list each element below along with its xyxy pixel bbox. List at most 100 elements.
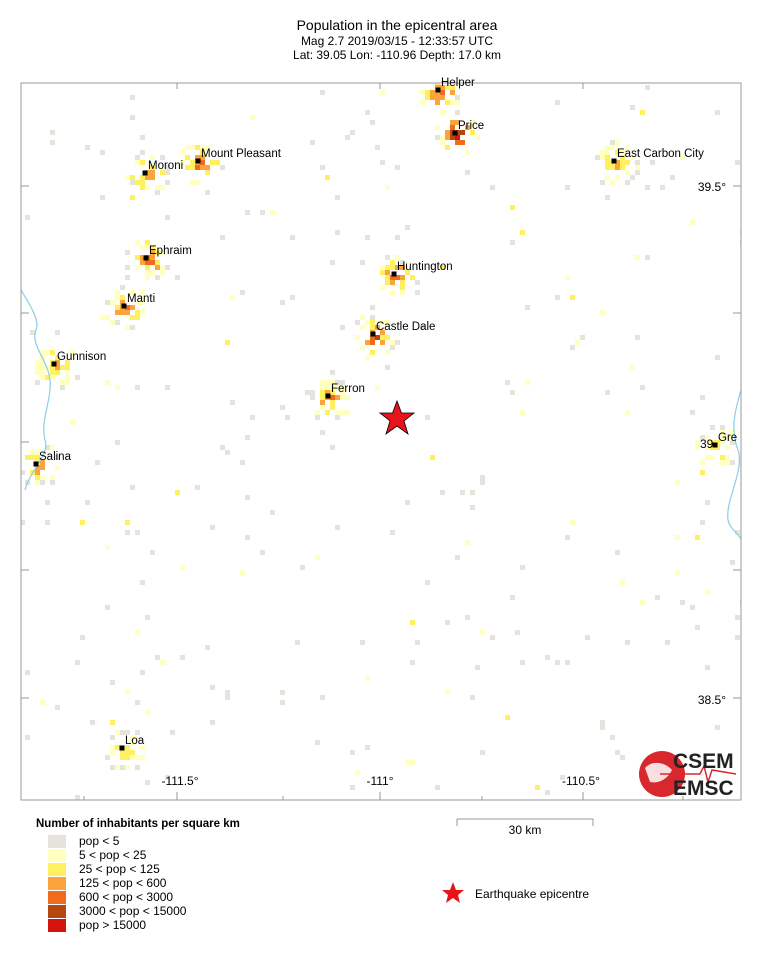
population-cell (55, 330, 60, 335)
population-cell (35, 370, 40, 375)
population-cell (455, 555, 460, 560)
population-cell (140, 755, 145, 760)
population-cell (415, 290, 420, 295)
population-cell (105, 755, 110, 760)
population-cell (615, 140, 620, 145)
population-cell (330, 385, 335, 390)
population-cell (445, 85, 450, 90)
population-cell (565, 535, 570, 540)
population-cell (615, 750, 620, 755)
legend-swatch (48, 905, 66, 918)
population-cell (600, 180, 605, 185)
population-cell (510, 205, 515, 210)
population-cell (610, 140, 615, 145)
location: Lat: 39.05 Lon: -110.96 Depth: 17.0 km (293, 48, 501, 62)
population-cell (125, 755, 130, 760)
river (21, 289, 51, 491)
population-cell (125, 275, 130, 280)
population-cell (60, 365, 65, 370)
town-label: East Carbon City (617, 148, 704, 160)
population-cell (120, 730, 125, 735)
population-cell (450, 125, 455, 130)
population-cell (55, 370, 60, 375)
population-cell (21, 470, 25, 475)
population-cell (645, 255, 650, 260)
population-cell (545, 655, 550, 660)
population-cell (50, 365, 55, 370)
population-cell (405, 760, 410, 765)
population-cell (695, 535, 700, 540)
population-cell (160, 270, 165, 275)
population-cell (440, 70, 445, 75)
population-cell (605, 155, 610, 160)
population-cell (355, 320, 360, 325)
population-cell (390, 340, 395, 345)
population-cell (400, 265, 405, 270)
population-cell (160, 170, 165, 175)
population-cell (535, 785, 540, 790)
population-cell (385, 350, 390, 355)
population-cell (670, 175, 675, 180)
population-cell (515, 630, 520, 635)
population-cell (545, 790, 550, 795)
population-cell (285, 415, 290, 420)
population-cell (565, 660, 570, 665)
population-cell (450, 90, 455, 95)
population-cell (180, 655, 185, 660)
population-cell (480, 475, 485, 480)
population-cell (415, 280, 420, 285)
town-label: Manti (127, 293, 155, 305)
population-cell (365, 235, 370, 240)
town-label: Gre (718, 432, 737, 444)
population-cell (135, 385, 140, 390)
population-cell (705, 435, 710, 440)
population-cell (575, 340, 580, 345)
population-cell (395, 275, 400, 280)
population-cell (105, 380, 110, 385)
population-cell (300, 565, 305, 570)
population-cell (40, 365, 45, 370)
population-cell (165, 265, 170, 270)
town-marker (143, 255, 149, 261)
population-cell (320, 405, 325, 410)
town-label: Ephraim (149, 245, 192, 257)
population-cell (130, 195, 135, 200)
population-cell (480, 750, 485, 755)
population-cell (100, 195, 105, 200)
population-cell (430, 95, 435, 100)
population-cell (195, 180, 200, 185)
population-cell (120, 310, 125, 315)
legend-label: 600 < pop < 3000 (79, 890, 173, 904)
population-cell (120, 755, 125, 760)
lon-label: -110.5° (562, 774, 600, 788)
town-marker (121, 303, 127, 309)
population-cell (105, 315, 110, 320)
population-cell (140, 300, 145, 305)
population-cell (460, 140, 465, 145)
population-cell (735, 615, 740, 620)
population-cell (440, 110, 445, 115)
population-cell (320, 385, 325, 390)
population-cell (615, 550, 620, 555)
population-cell (145, 710, 150, 715)
population-cell (50, 350, 55, 355)
population-cell (150, 260, 155, 265)
population-cell (455, 135, 460, 140)
population-cell (445, 620, 450, 625)
population-cell (430, 455, 435, 460)
population-cell (580, 335, 585, 340)
legend-star (442, 882, 464, 903)
population-cell (175, 490, 180, 495)
population-cell (465, 170, 470, 175)
population-cell (565, 275, 570, 280)
logo-bottom: EMSC (673, 777, 734, 800)
population-cell (120, 295, 125, 300)
population-cell (390, 265, 395, 270)
title: Population in the epicentral area (297, 17, 498, 33)
population-cell (570, 295, 575, 300)
population-cell (135, 255, 140, 260)
legend-label: pop > 15000 (79, 918, 146, 932)
population-cell (135, 530, 140, 535)
population-cell (175, 275, 180, 280)
